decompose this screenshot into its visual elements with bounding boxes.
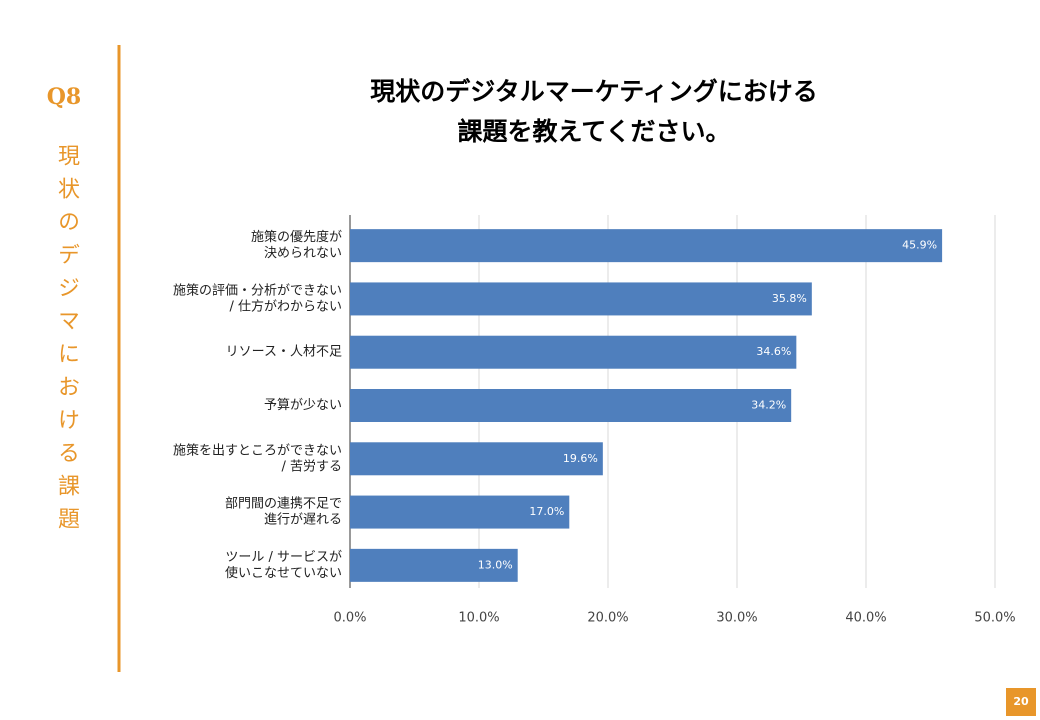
y-tick-label: 施策の優先度が <box>251 229 342 245</box>
y-tick-label: / 仕方がわからない <box>229 298 342 314</box>
topic: 現状のデジマにおける課題 <box>54 144 79 540</box>
value-label: 13.0% <box>478 558 513 571</box>
bar <box>350 335 797 369</box>
chart-title: 課題を教えてください。 <box>457 117 730 146</box>
bar <box>350 389 792 422</box>
value-label: 45.9% <box>902 239 937 252</box>
x-tick-label: 30.0% <box>716 611 757 626</box>
value-label: 35.8% <box>772 292 807 305</box>
x-tick-label: 0.0% <box>333 611 366 626</box>
y-tick-label: 決められない <box>264 246 342 261</box>
x-tick-label: 40.0% <box>845 611 886 626</box>
bar <box>350 229 943 263</box>
y-tick-label: 部門間の連携不足で <box>225 496 342 512</box>
question-number: Q8 <box>46 84 82 110</box>
y-tick-label: 施策を出すところができない <box>173 442 342 458</box>
value-label: 34.6% <box>756 345 791 358</box>
bar <box>350 548 518 582</box>
bar <box>350 495 570 529</box>
y-tick-label: 使いこなせていない <box>225 565 342 581</box>
bar <box>350 282 812 316</box>
chart-title: 現状のデジタルマーケティングにおける <box>370 77 818 106</box>
bar <box>350 442 603 476</box>
value-label: 19.6% <box>563 452 598 465</box>
y-tick-label: / 苦労する <box>281 458 342 474</box>
page-number: 20 <box>1006 688 1036 716</box>
x-tick-label: 20.0% <box>587 611 628 626</box>
x-tick-label: 50.0% <box>974 611 1015 626</box>
y-tick-label: 施策の評価・分析ができない <box>173 282 342 298</box>
y-tick-label: リソース・人材不足 <box>226 345 342 360</box>
value-label: 17.0% <box>529 505 564 518</box>
x-tick-label: 10.0% <box>458 611 499 626</box>
y-tick-label: ツール / サービスが <box>225 550 342 565</box>
y-tick-label: 進行が遅れる <box>264 513 342 528</box>
y-tick-label: 予算が少ない <box>264 398 342 413</box>
value-label: 34.2% <box>751 399 786 412</box>
